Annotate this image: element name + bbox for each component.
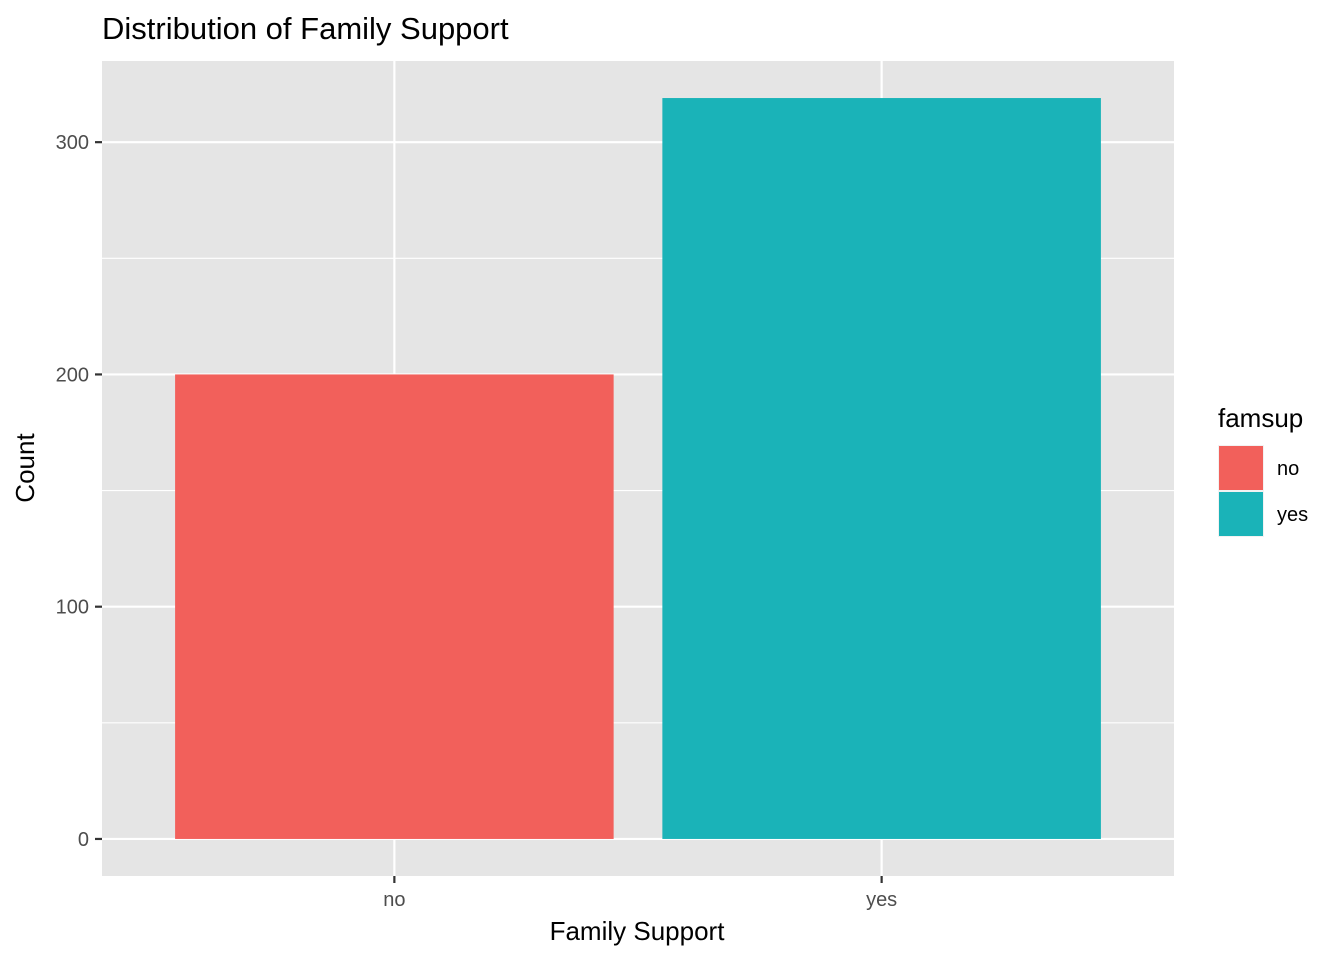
- x-axis-title: Family Support: [550, 916, 726, 946]
- legend: famsup no yes: [1218, 403, 1308, 537]
- x-tick-label: yes: [866, 889, 897, 911]
- bar-yes: [662, 98, 1101, 839]
- legend-swatch-yes: [1219, 492, 1263, 536]
- x-tick-label: no: [383, 889, 405, 911]
- x-axis: no yes: [383, 876, 897, 911]
- legend-items: no yes: [1218, 445, 1308, 537]
- bars-group: [175, 98, 1101, 839]
- chart-title: Distribution of Family Support: [102, 11, 509, 46]
- y-axis: 0 100 200 300: [56, 132, 102, 851]
- y-axis-title: Count: [10, 433, 40, 503]
- bar-no: [175, 374, 614, 839]
- y-tick-label: 200: [56, 364, 89, 386]
- y-tick-label: 300: [56, 132, 89, 154]
- legend-title: famsup: [1218, 403, 1303, 433]
- y-tick-label: 100: [56, 597, 89, 619]
- legend-swatch-no: [1219, 446, 1263, 490]
- legend-label: no: [1277, 458, 1299, 480]
- legend-label: yes: [1277, 504, 1308, 526]
- y-tick-label: 0: [78, 829, 89, 851]
